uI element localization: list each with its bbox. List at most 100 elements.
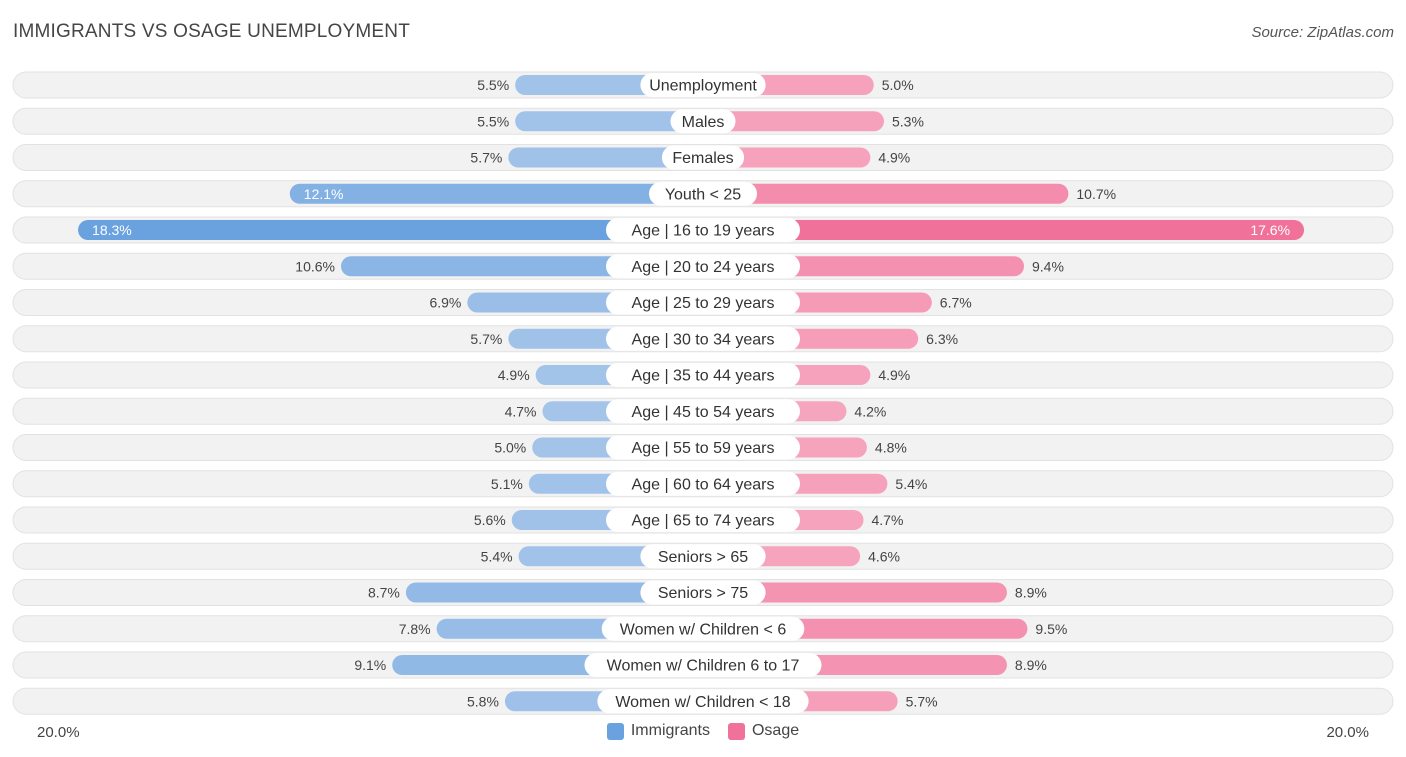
value-label-immigrants: 5.5% bbox=[477, 113, 509, 129]
value-label-osage: 10.7% bbox=[1076, 186, 1116, 202]
bar-immigrants bbox=[289, 183, 703, 204]
category-label: Youth < 25 bbox=[665, 186, 741, 203]
category-pill bbox=[606, 363, 800, 387]
category-label: Age | 45 to 54 years bbox=[632, 404, 775, 421]
chart-row: 4.9% 4.9% Age | 35 to 44 years bbox=[12, 361, 1394, 389]
category-pill bbox=[640, 544, 766, 569]
legend-item-immigrants: Immigrants bbox=[606, 722, 710, 740]
value-label-immigrants: 5.0% bbox=[494, 440, 526, 456]
value-label-osage: 5.7% bbox=[906, 693, 938, 709]
value-label-immigrants: 8.7% bbox=[368, 585, 400, 601]
value-label-immigrants: 9.1% bbox=[354, 657, 386, 673]
category-label: Women w/ Children 6 to 17 bbox=[607, 658, 800, 675]
chart-row: 5.8% 5.7% Women w/ Children < 18 bbox=[12, 687, 1394, 715]
category-label: Age | 25 to 29 years bbox=[632, 295, 775, 312]
bar-osage bbox=[703, 582, 1007, 603]
value-label-osage: 4.9% bbox=[878, 367, 910, 383]
value-label-osage: 6.7% bbox=[940, 295, 972, 311]
value-label-osage: 4.9% bbox=[878, 150, 910, 166]
value-label-osage: 8.9% bbox=[1015, 585, 1047, 601]
value-label-immigrants: 10.6% bbox=[295, 258, 335, 274]
value-label-osage: 4.6% bbox=[868, 548, 900, 564]
chart-row: 5.7% 6.3% Age | 30 to 34 years bbox=[12, 325, 1394, 353]
category-pill bbox=[649, 181, 757, 206]
chart-title: IMMIGRANTS VS OSAGE UNEMPLOYMENT bbox=[13, 21, 411, 42]
category-pill bbox=[601, 616, 805, 641]
value-label-osage: 4.8% bbox=[875, 440, 907, 456]
category-pill bbox=[670, 109, 736, 134]
category-pill bbox=[606, 326, 800, 351]
bar-immigrants bbox=[508, 147, 703, 168]
category-label: Age | 60 to 64 years bbox=[632, 476, 775, 493]
value-label-osage: 4.2% bbox=[854, 403, 886, 419]
chart-row: 9.1% 8.9% Women w/ Children 6 to 17 bbox=[12, 651, 1394, 679]
axis-right-label: 20.0% bbox=[1326, 724, 1369, 741]
category-label: Unemployment bbox=[649, 78, 757, 95]
value-label-immigrants: 4.9% bbox=[498, 367, 530, 383]
axis-left-label: 20.0% bbox=[37, 724, 80, 741]
bar-immigrants bbox=[405, 582, 703, 603]
category-label: Seniors > 75 bbox=[658, 585, 748, 602]
value-label-immigrants: 5.4% bbox=[481, 548, 513, 564]
legend-swatch-immigrants bbox=[606, 722, 624, 740]
chart-row: 5.1% 5.4% Age | 60 to 64 years bbox=[12, 470, 1394, 498]
category-pill bbox=[606, 399, 800, 424]
category-pill bbox=[606, 218, 800, 242]
chart-row: 7.8% 9.5% Women w/ Children < 6 bbox=[12, 615, 1394, 643]
legend-label-immigrants: Immigrants bbox=[630, 722, 710, 739]
category-label: Women w/ Children < 18 bbox=[615, 694, 790, 711]
bar-osage bbox=[703, 147, 871, 168]
category-pill bbox=[661, 145, 745, 170]
value-label-immigrants: 5.8% bbox=[467, 693, 499, 709]
chart-row: 12.1% 10.7% Youth < 25 bbox=[12, 180, 1394, 208]
bar-immigrants bbox=[515, 111, 703, 132]
value-label-osage: 17.6% bbox=[1250, 222, 1290, 238]
value-label-osage: 6.3% bbox=[926, 331, 958, 347]
legend-swatch-osage bbox=[727, 722, 745, 740]
value-label-immigrants: 4.7% bbox=[505, 403, 537, 419]
category-label: Age | 65 to 74 years bbox=[632, 513, 775, 530]
category-label: Women w/ Children < 6 bbox=[620, 621, 787, 638]
category-pill bbox=[606, 435, 800, 460]
category-pill bbox=[597, 689, 809, 714]
value-label-osage: 9.5% bbox=[1035, 621, 1067, 637]
value-label-immigrants: 5.1% bbox=[491, 476, 523, 492]
chart-row: 18.3% 17.6% Age | 16 to 19 years bbox=[12, 216, 1394, 244]
chart-row: 4.7% 4.2% Age | 45 to 54 years bbox=[12, 397, 1394, 425]
category-pill bbox=[640, 580, 766, 605]
category-pill bbox=[640, 73, 766, 97]
category-label: Age | 16 to 19 years bbox=[632, 223, 775, 240]
value-label-immigrants: 18.3% bbox=[92, 222, 132, 238]
legend-item-osage: Osage bbox=[727, 722, 800, 740]
category-pill bbox=[606, 471, 800, 496]
category-label: Females bbox=[672, 150, 733, 167]
chart-row: 5.4% 4.6% Seniors > 65 bbox=[12, 542, 1394, 570]
category-pill bbox=[606, 508, 800, 532]
chart-row: 5.7% 4.9% Females bbox=[12, 144, 1394, 171]
category-label: Seniors > 65 bbox=[658, 549, 748, 566]
value-label-immigrants: 5.6% bbox=[474, 512, 506, 528]
value-label-immigrants: 5.5% bbox=[477, 77, 509, 93]
legend-label-osage: Osage bbox=[751, 722, 800, 739]
bar-osage bbox=[703, 183, 1069, 204]
chart-row: 10.6% 9.4% Age | 20 to 24 years bbox=[12, 252, 1394, 280]
value-label-immigrants: 6.9% bbox=[429, 295, 461, 311]
chart-row: 6.9% 6.7% Age | 25 to 29 years bbox=[12, 289, 1394, 316]
legend: Immigrants Osage bbox=[0, 722, 1406, 740]
chart-row: 5.5% 5.3% Males bbox=[12, 107, 1394, 135]
category-label: Age | 55 to 59 years bbox=[632, 440, 775, 457]
chart-row: 8.7% 8.9% Seniors > 75 bbox=[12, 579, 1394, 606]
value-label-immigrants: 7.8% bbox=[399, 621, 431, 637]
value-label-immigrants: 5.7% bbox=[470, 150, 502, 166]
chart-row: 5.6% 4.7% Age | 65 to 74 years bbox=[12, 506, 1394, 534]
chart-row: 5.5% 5.0% Unemployment bbox=[12, 71, 1394, 99]
category-label: Age | 20 to 24 years bbox=[632, 259, 775, 276]
bar-osage bbox=[703, 220, 1305, 240]
category-label: Males bbox=[682, 114, 725, 131]
category-label: Age | 35 to 44 years bbox=[632, 368, 775, 385]
bar-immigrants bbox=[78, 220, 704, 240]
value-label-osage: 5.4% bbox=[895, 476, 927, 492]
value-label-osage: 9.4% bbox=[1032, 258, 1064, 274]
category-pill bbox=[606, 290, 800, 315]
